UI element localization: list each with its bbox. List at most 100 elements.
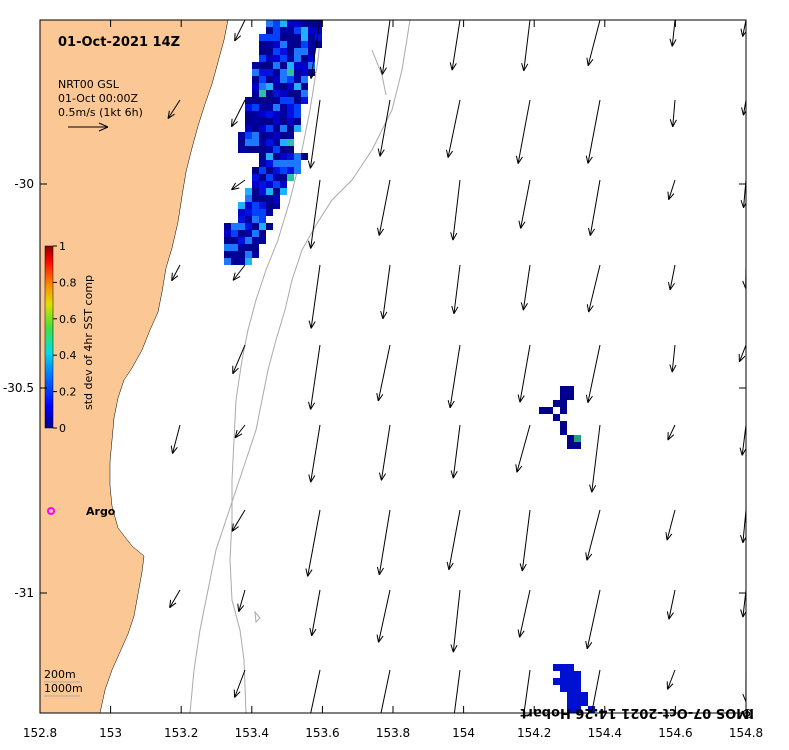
sst-pixel xyxy=(245,146,252,153)
current-vector-head xyxy=(451,305,455,314)
sst-pixel xyxy=(301,34,308,41)
sst-pixel xyxy=(560,685,567,692)
current-vector-head xyxy=(742,610,746,618)
sst-pixel xyxy=(553,664,560,671)
current-vector-head xyxy=(669,119,674,128)
sst-pixel xyxy=(280,160,287,167)
sst-pixel xyxy=(280,48,287,55)
sst-pixel xyxy=(259,62,266,69)
current-vector-head xyxy=(740,28,744,37)
sst-pixel xyxy=(231,230,238,237)
current-vector xyxy=(452,424,461,479)
sst-pixel xyxy=(252,223,259,230)
current-vector xyxy=(516,424,531,473)
current-vector xyxy=(519,589,531,638)
current-vector-head xyxy=(741,107,744,116)
sst-pixel xyxy=(266,111,273,118)
current-vector xyxy=(452,179,461,241)
sst-pixel xyxy=(560,421,567,428)
current-vector xyxy=(234,669,246,698)
current-vector-head xyxy=(589,484,593,493)
sst-pixel xyxy=(294,41,301,48)
sst-pixel xyxy=(259,160,266,167)
current-vector-head xyxy=(587,395,593,403)
sst-pixel xyxy=(301,153,308,160)
sst-pixel xyxy=(224,251,231,258)
current-vector-head xyxy=(170,445,173,454)
current-vector-head xyxy=(515,464,518,473)
sst-pixel xyxy=(287,160,294,167)
sst-pixel xyxy=(252,62,259,69)
y-tick-label: -30.5 xyxy=(3,381,34,395)
sst-pixel xyxy=(273,27,280,34)
current-vector xyxy=(587,344,601,403)
sst-pixel xyxy=(259,69,266,76)
argo-float-marker[interactable] xyxy=(47,507,55,515)
sst-pixel xyxy=(259,209,266,216)
sst-pixel xyxy=(224,230,231,237)
current-vector xyxy=(669,264,676,290)
sst-pixel xyxy=(273,195,280,202)
sst-pixel xyxy=(259,188,266,195)
x-tick-label: 153.2 xyxy=(164,726,198,740)
current-vector-head xyxy=(307,569,313,577)
sst-pixel xyxy=(273,160,280,167)
sst-pixel xyxy=(266,97,273,104)
current-vector-head xyxy=(232,272,236,281)
sst-pixel xyxy=(280,27,287,34)
current-vector xyxy=(523,669,531,713)
vector-legend-line3: 0.5m/s (1kt 6h) xyxy=(58,106,143,119)
vector-legend-line2: 01-Oct 00:00Z xyxy=(58,92,138,105)
sst-pixel xyxy=(238,251,245,258)
x-tick-label: 153.6 xyxy=(305,726,339,740)
sst-pixel xyxy=(266,27,273,34)
current-vector xyxy=(520,179,531,229)
current-vector-head xyxy=(237,603,240,612)
sst-pixel xyxy=(259,146,266,153)
current-vector-head xyxy=(586,553,593,561)
current-vector xyxy=(379,99,391,157)
sst-pixel xyxy=(238,209,245,216)
sst-pixel xyxy=(266,20,273,27)
current-vector xyxy=(231,179,246,191)
current-vector-head xyxy=(520,221,526,229)
sst-pixel xyxy=(280,181,287,188)
current-vector xyxy=(738,344,746,363)
current-vector-head xyxy=(169,599,172,608)
current-vector-head xyxy=(167,113,175,120)
sst-pixel xyxy=(294,69,301,76)
sst-pixel xyxy=(560,678,567,685)
colorbar-label: std dev of 4hr SST comp xyxy=(82,275,95,410)
current-vector-head xyxy=(740,609,744,618)
current-vector xyxy=(378,509,391,575)
current-vector-head xyxy=(232,367,239,375)
sst-pixel xyxy=(231,223,238,230)
sst-pixel xyxy=(301,62,308,69)
sst-pixel xyxy=(252,125,259,132)
argo-label: Argo xyxy=(86,505,116,518)
current-vector xyxy=(232,344,246,374)
sst-pixel xyxy=(273,167,280,174)
current-vector-head xyxy=(666,533,673,541)
sst-pixel xyxy=(266,48,273,55)
sst-pixel xyxy=(266,104,273,111)
current-vector xyxy=(586,589,601,649)
current-vector-head xyxy=(448,562,454,570)
current-vector-head xyxy=(586,57,589,66)
sst-pixel xyxy=(294,90,301,97)
current-vector-head xyxy=(453,306,459,315)
sst-pixel xyxy=(280,174,287,181)
sst-pixel xyxy=(252,195,259,202)
credit-label: IMOS 07-Oct-2021 14:26 Hobart xyxy=(520,705,754,720)
sst-pixel xyxy=(259,139,266,146)
sst-pixel xyxy=(266,90,273,97)
current-vector-head xyxy=(449,400,455,409)
sst-pixel xyxy=(259,83,266,90)
current-vector-head xyxy=(587,227,591,236)
sst-pixel xyxy=(266,174,273,181)
sst-pixel xyxy=(581,692,588,699)
sst-pixel xyxy=(259,237,266,244)
sst-pixel xyxy=(287,90,294,97)
sst-pixel xyxy=(280,132,287,139)
current-vector-head xyxy=(376,634,380,643)
